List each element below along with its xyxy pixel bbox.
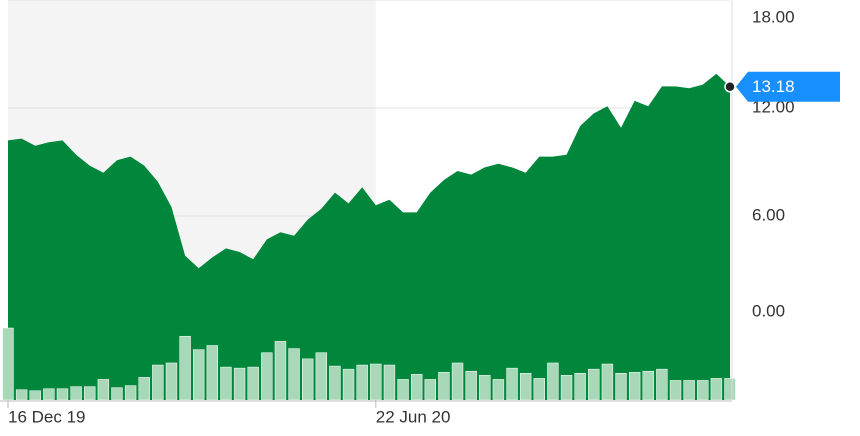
price-area: [8, 73, 730, 401]
volume-bar: [383, 364, 396, 401]
volume-bar: [179, 335, 191, 401]
volume-bar: [247, 366, 259, 401]
volume-bar: [601, 363, 614, 401]
volume-bar: [438, 371, 450, 401]
volume-bar: [29, 390, 41, 401]
last-point: [724, 81, 736, 93]
volume-bar: [233, 367, 246, 401]
volume-bar: [560, 375, 573, 401]
volume-bar: [615, 373, 627, 401]
volume-bar: [724, 378, 736, 401]
last-price-label: 13.18: [752, 77, 795, 96]
volume-bar: [656, 368, 668, 401]
volume-bar: [56, 388, 69, 401]
volume-bar: [697, 380, 709, 401]
y-tick-label: 0.00: [752, 301, 785, 320]
volume-bar: [710, 378, 723, 401]
volume-bar: [2, 327, 14, 401]
y-tick-label: 12.00: [752, 97, 795, 116]
volume-bar: [43, 388, 55, 401]
x-tick-label: 22 Jun 20: [376, 407, 451, 426]
volume-bar: [274, 341, 287, 401]
volume-bar: [451, 362, 464, 401]
volume-bar: [465, 370, 477, 401]
volume-bar: [370, 363, 382, 401]
volume-bar: [342, 368, 355, 401]
volume-bar: [492, 379, 505, 401]
volume-bar: [628, 371, 641, 401]
x-tick-label: 16 Dec 19: [8, 407, 86, 426]
volume-bar: [329, 365, 341, 401]
volume-bar: [642, 370, 654, 401]
volume-bar: [111, 387, 123, 401]
volume-bar: [533, 378, 545, 401]
volume-bar: [410, 374, 423, 401]
volume-bar: [193, 349, 205, 401]
y-tick-label: 6.00: [752, 205, 785, 224]
volume-bar: [84, 386, 96, 401]
volume-bar: [152, 364, 164, 401]
price-tag: [736, 71, 840, 102]
volume-bar: [588, 368, 600, 401]
volume-bar: [397, 379, 409, 401]
volume-bar: [261, 352, 273, 401]
volume-bar: [301, 358, 314, 401]
volume-bar: [97, 379, 110, 401]
volume-bar: [519, 373, 532, 401]
volume-bar: [165, 362, 178, 401]
volume-bar: [220, 366, 232, 401]
y-tick-label: 18.00: [752, 7, 795, 26]
volume-bar: [506, 367, 518, 401]
volume-bar: [669, 380, 682, 401]
volume-bar: [288, 348, 300, 401]
volume-bar: [315, 352, 328, 401]
volume-bar: [479, 375, 491, 401]
volume-bar: [124, 385, 137, 401]
volume-bar: [206, 345, 219, 401]
volume-bar: [424, 379, 437, 401]
volume-bar: [15, 389, 28, 401]
volume-bar: [574, 373, 586, 401]
volume-bar: [683, 380, 695, 401]
volume-bar: [138, 377, 150, 401]
volume-bar: [70, 386, 82, 401]
volume-bar: [356, 364, 368, 401]
volume-bar: [547, 362, 559, 401]
